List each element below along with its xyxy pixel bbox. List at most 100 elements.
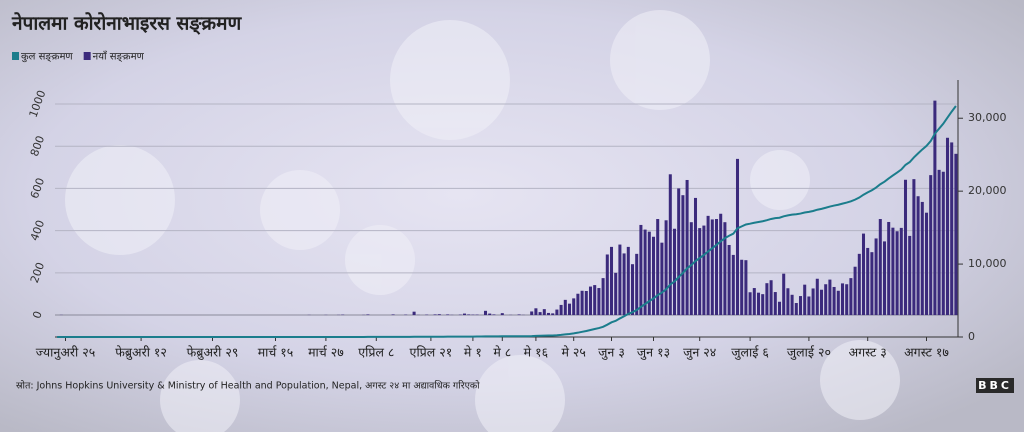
logo: BBC [978,379,1012,392]
bar [639,224,643,316]
legend: कुल सङ्क्रमण नयाँ सङ्क्रमण [12,51,145,63]
bar [681,195,685,316]
bar [929,175,933,316]
bar [845,284,849,316]
x-tick-label: ज्यानुअरी २५ [36,345,95,361]
bar [437,314,441,316]
x-tick-label: जुन २४ [683,345,716,361]
bar [588,286,593,316]
bar [605,254,609,316]
bar [576,293,580,316]
y2-tick-label: 30,000 [968,111,1007,124]
bar [567,303,572,316]
bar [803,284,807,316]
legend-swatch [12,52,19,60]
bar [786,288,790,316]
bar [597,288,601,316]
y-tick-label: 0 [30,309,45,320]
bar [819,289,824,316]
bar [542,309,546,316]
bar [517,314,521,316]
bar [840,283,845,316]
x-tick-label: एप्रिल २१ [410,345,453,360]
bar [723,222,727,316]
bar [727,244,731,316]
x-tick-label: अगस्ट १७ [904,345,949,360]
bar [601,278,605,316]
bar [836,290,840,316]
bar [807,296,811,316]
bar [811,288,815,316]
bar [920,201,924,316]
bar [954,153,958,316]
bar [714,219,719,316]
bar [857,253,861,316]
bar [828,279,832,316]
legend-swatch [83,52,91,60]
bar [735,158,740,316]
bar [882,241,887,316]
bar [744,260,748,316]
bar [773,292,777,316]
bar [647,231,651,316]
bar [643,229,647,316]
bar [824,284,828,316]
bar [551,313,555,316]
line [57,105,957,338]
x-tick-label: मे २५ [561,345,585,360]
bar [492,314,496,316]
bar [761,294,765,316]
bar [765,283,769,316]
bar [933,100,937,316]
bar [945,137,950,316]
bar [584,290,588,316]
x-tick-label: मे १६ [524,345,548,360]
bar [462,313,467,316]
x-tick-label: जुन ३ [598,345,625,361]
x-tick-label: जुलाई ६ [731,345,769,361]
x-tick-label: मार्च २७ [308,345,344,360]
bar [656,219,660,316]
y2-tick-label: 20,000 [968,184,1007,197]
bar [563,299,567,316]
bar [870,252,874,316]
bar [391,314,395,316]
y2-tick-label: 10,000 [968,257,1007,270]
bar [614,272,618,316]
bar [874,238,878,316]
bar [790,294,794,316]
bar [689,222,693,316]
bar [912,179,916,316]
bar [622,253,626,316]
bar [534,308,538,316]
bar [731,254,735,316]
bar [693,197,698,316]
bar [677,188,681,316]
legend-label: कुल सङ्क्रमण [21,52,73,63]
bar [815,278,819,316]
bar [891,227,895,316]
bar [668,174,672,316]
bar [849,278,853,316]
bar [756,292,761,316]
bar [794,303,798,316]
bar [941,171,945,316]
bar [467,314,471,316]
bar [546,312,551,316]
bar [483,310,488,316]
bar [903,179,908,316]
chart-title: नेपालमा कोरोनाभाइरस सङ्क्रमण [11,12,242,36]
bar [710,219,714,316]
bar [782,273,786,316]
bar [899,227,903,316]
background-decoration [65,10,900,432]
bar [769,280,773,316]
bar [685,179,689,316]
bar [538,312,542,316]
bar [609,246,614,316]
bar [433,314,437,316]
x-tick-label: जुलाई २० [787,345,831,361]
bar [950,142,954,316]
bar [777,301,782,316]
bar [580,290,584,316]
